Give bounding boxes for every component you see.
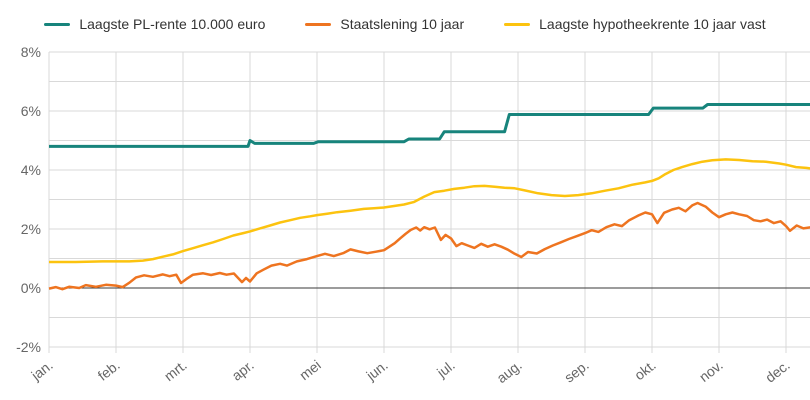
x-axis-label: jul. [433,357,458,381]
y-axis-label: 4% [21,162,41,178]
series-line-pl-rente [49,103,810,148]
chart-legend: Laagste PL-rente 10.000 euro Staatslening… [0,16,810,32]
legend-swatch-icon [504,22,531,26]
x-axis-label: aug. [494,357,525,386]
series-line-staatslening [48,201,810,291]
legend-label: Laagste PL-rente 10.000 euro [79,16,266,32]
legend-item-staatslening[interactable]: Staatslening 10 jaar [305,16,464,32]
y-axis-label: 8% [21,44,41,60]
y-axis-label: 6% [21,103,41,119]
x-axis-label: jun. [362,357,390,384]
x-axis-label: mei [296,357,324,383]
series-line-hypotheekrente [49,158,810,264]
x-axis-label: dec. [762,357,793,386]
y-axis-label: -2% [16,339,41,355]
y-axis-label: 0% [21,280,41,296]
x-axis-label: okt. [631,357,659,384]
legend-label: Staatslening 10 jaar [340,16,465,32]
x-axis-label: nov. [696,357,726,385]
legend-swatch-icon [44,22,71,26]
x-axis-label: mrt. [161,357,190,384]
legend-label: Laagste hypotheekrente 10 jaar vast [539,16,766,32]
x-axis-label: feb. [95,357,123,384]
x-axis-label: apr. [229,357,257,384]
legend-item-hypotheekrente[interactable]: Laagste hypotheekrente 10 jaar vast [504,16,766,32]
x-axis-label: jan. [27,357,55,384]
legend-item-pl-rente[interactable]: Laagste PL-rente 10.000 euro [44,16,265,32]
legend-swatch-icon [305,22,332,26]
y-axis-label: 2% [21,221,41,237]
x-axis-label: sep. [561,357,592,386]
